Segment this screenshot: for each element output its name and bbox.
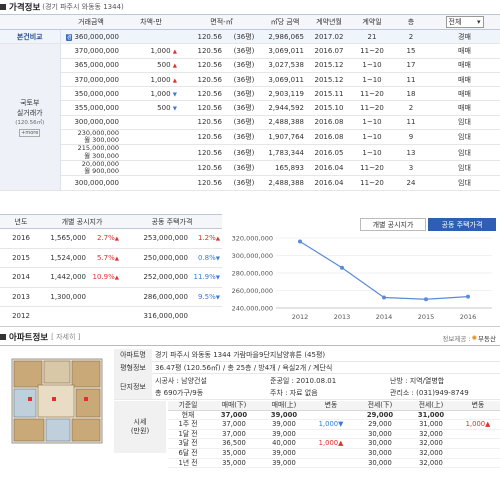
apt-detail-link[interactable]: [ 자세히 ] [51, 333, 81, 341]
y-tick-label: 300,000,000 [232, 252, 273, 260]
x-tick-label: 2014 [376, 313, 393, 321]
change-arrow-icon: ▼ [215, 255, 220, 262]
y-tick-label: 260,000,000 [232, 287, 273, 295]
data-point [424, 297, 428, 302]
change-arrow-icon: ▲ [172, 77, 177, 84]
apt-complex-row: 단지정보 시공사 : 남양건설 준공일 : 2010.08.01 난방 : 지역… [114, 374, 500, 400]
change-arrow-icon: ▼ [215, 294, 220, 301]
tab-house-price[interactable]: 공동 주택가격 [428, 218, 496, 231]
data-point [466, 294, 470, 299]
apt-section-title: 아파트정보 [ 자세히 ] [0, 330, 80, 344]
data-point [340, 265, 344, 270]
house-price-chart: 320,000,000 300,000,000 280,000,000 260,000… [232, 235, 492, 321]
col-contract-day: 계약일 [351, 14, 393, 30]
more-button[interactable]: +more [19, 128, 41, 137]
provider-credit: 정보제공 : ✺ 부동산 [442, 334, 496, 343]
bullet-square-icon [0, 334, 6, 340]
price-row: 350,000,000 1,000 ▼ 120.56 (36평) 2,903,119 20… [0, 86, 500, 102]
tax-table: 년도 개별 공시지가 공동 주택가격 2016 1,565,000 2.7%▲ … [0, 214, 222, 327]
price-row: 355,000,000 500 ▼ 120.56 (36평) 2,944,592 2015… [0, 100, 500, 116]
col-price: 거래금액 [60, 14, 122, 30]
change-arrow-icon: ▲ [114, 255, 119, 262]
chevron-down-icon: ▾ [476, 18, 481, 26]
price-row: 230,000,000 월 300,000 120.56 (36평) 1,907,76… [0, 129, 500, 146]
price-row: 370,000,000 1,000 ▲ 120.56 (36평) 3,069,011 20… [0, 72, 500, 88]
quote-table: 기준일 매매(下) 매매(上) 변동 전세(下) 전세(上) 변동 현재 37,000 39,00… [168, 401, 500, 469]
x-tick-label: 2015 [418, 313, 435, 321]
y-tick-label: 280,000,000 [232, 270, 273, 278]
apt-name-row: 아파트명 경기 파주시 와동동 1344 가람마을9단지남양휴튼 (45평) [114, 348, 500, 362]
col-unit-price: ㎡당 금액 [263, 14, 307, 30]
change-arrow-icon: ▲ [114, 236, 119, 243]
sun-logo-icon: ✺ [471, 334, 478, 342]
quote-side-label: 시세 (만원) [114, 401, 166, 453]
tax-row: 2016 1,565,000 2.7%▲ 253,000,000 1.2%▲ [0, 228, 222, 249]
y-tick-label: 320,000,000 [232, 235, 273, 243]
change-arrow-icon: ▼ [172, 91, 177, 98]
price-row: 20,000,000 월 900,000 120.56 (36평) 165,893 20… [0, 160, 500, 177]
price-section-title: 가격정보 (경기 파주시 와동동 1344) [0, 0, 124, 14]
col-area: 면적-㎡ [180, 14, 263, 30]
floor-plan-image [4, 353, 108, 449]
col-floor: 층 [393, 14, 429, 30]
section-divider [0, 326, 500, 327]
quote-row: 1년 전 35,000 39,000 30,000 32,000 [168, 458, 500, 469]
price-row: 300,000,000 120.56 (36평) 2,488,388 2016.04 1… [0, 175, 500, 191]
price-row: 300,000,000 120.56 (36평) 2,488,388 2016.08 1… [0, 115, 500, 131]
quote-row: 1주 전 37,000 39,000 1,000▼ 29,000 31,000 1,000▲ [168, 419, 500, 430]
quote-row: 현재 37,000 39,000 29,000 31,000 [168, 410, 500, 421]
change-arrow-icon: ▼ [172, 106, 177, 113]
data-point [298, 239, 302, 244]
auction-badge-icon: 경 [65, 33, 73, 41]
tax-row: 2014 1,442,000 10.9%▲ 252,000,000 11.9%▼ [0, 267, 222, 288]
x-tick-label: 2016 [460, 313, 477, 321]
x-tick-label: 2013 [334, 313, 351, 321]
change-arrow-icon: ▲ [114, 275, 119, 282]
tax-row: 2012 316,000,000 [0, 306, 222, 327]
tax-row: 2013 1,300,000 286,000,000 9.5%▼ [0, 287, 222, 307]
y-tick-label: 240,000,000 [232, 305, 273, 313]
quote-row: 1달 전 37,000 39,000 30,000 32,000 [168, 429, 500, 440]
tax-row: 2015 1,524,000 5.7%▲ 250,000,000 0.8%▼ [0, 248, 222, 268]
bullet-square-icon [0, 4, 6, 10]
quote-row: 3달 전 36,500 40,000 1,000▲ 30,000 32,000 [168, 438, 500, 449]
tab-land-price[interactable]: 개별 공시지가 [360, 218, 426, 231]
price-table: 거래금액 차액-만 면적-㎡ ㎡당 금액 계약년월 계약일 층 전체 ▾ 본건비교… [0, 14, 500, 191]
group-label: 국토부 실거래가 (120.56㎡) +more [0, 43, 61, 191]
col-contract-ym: 계약년월 [307, 14, 351, 30]
price-row: 국토부 실거래가 (120.56㎡) +more 370,000,000 1,00… [0, 43, 500, 191]
change-arrow-icon: ▼ [215, 275, 220, 282]
base-row: 본건비교 경 360,000,000 120.56 (36평) 2,986,065… [0, 29, 500, 45]
apt-area-row: 평형정보 36.47평 (120.56㎡) / 총 25층 / 방4개 / 욕실… [114, 361, 500, 374]
price-row: 215,000,000 월 300,000 120.56 (36평) 1,783,34… [0, 144, 500, 161]
change-arrow-icon: ▲ [215, 236, 220, 243]
quote-header-row: 기준일 매매(下) 매매(上) 변동 전세(下) 전세(上) 변동 [168, 401, 500, 411]
change-arrow-icon: ▲ [172, 48, 177, 55]
type-filter-select[interactable]: 전체 ▾ [445, 16, 484, 28]
quote-row: 6달 전 35,000 39,000 30,000 32,000 [168, 448, 500, 459]
col-diff: 차액-만 [122, 14, 180, 30]
x-tick-label: 2012 [292, 313, 309, 321]
price-row: 365,000,000 500 ▲ 120.56 (36평) 3,027,538 2015… [0, 58, 500, 73]
change-arrow-icon: ▲ [172, 63, 177, 70]
data-point [382, 295, 386, 300]
